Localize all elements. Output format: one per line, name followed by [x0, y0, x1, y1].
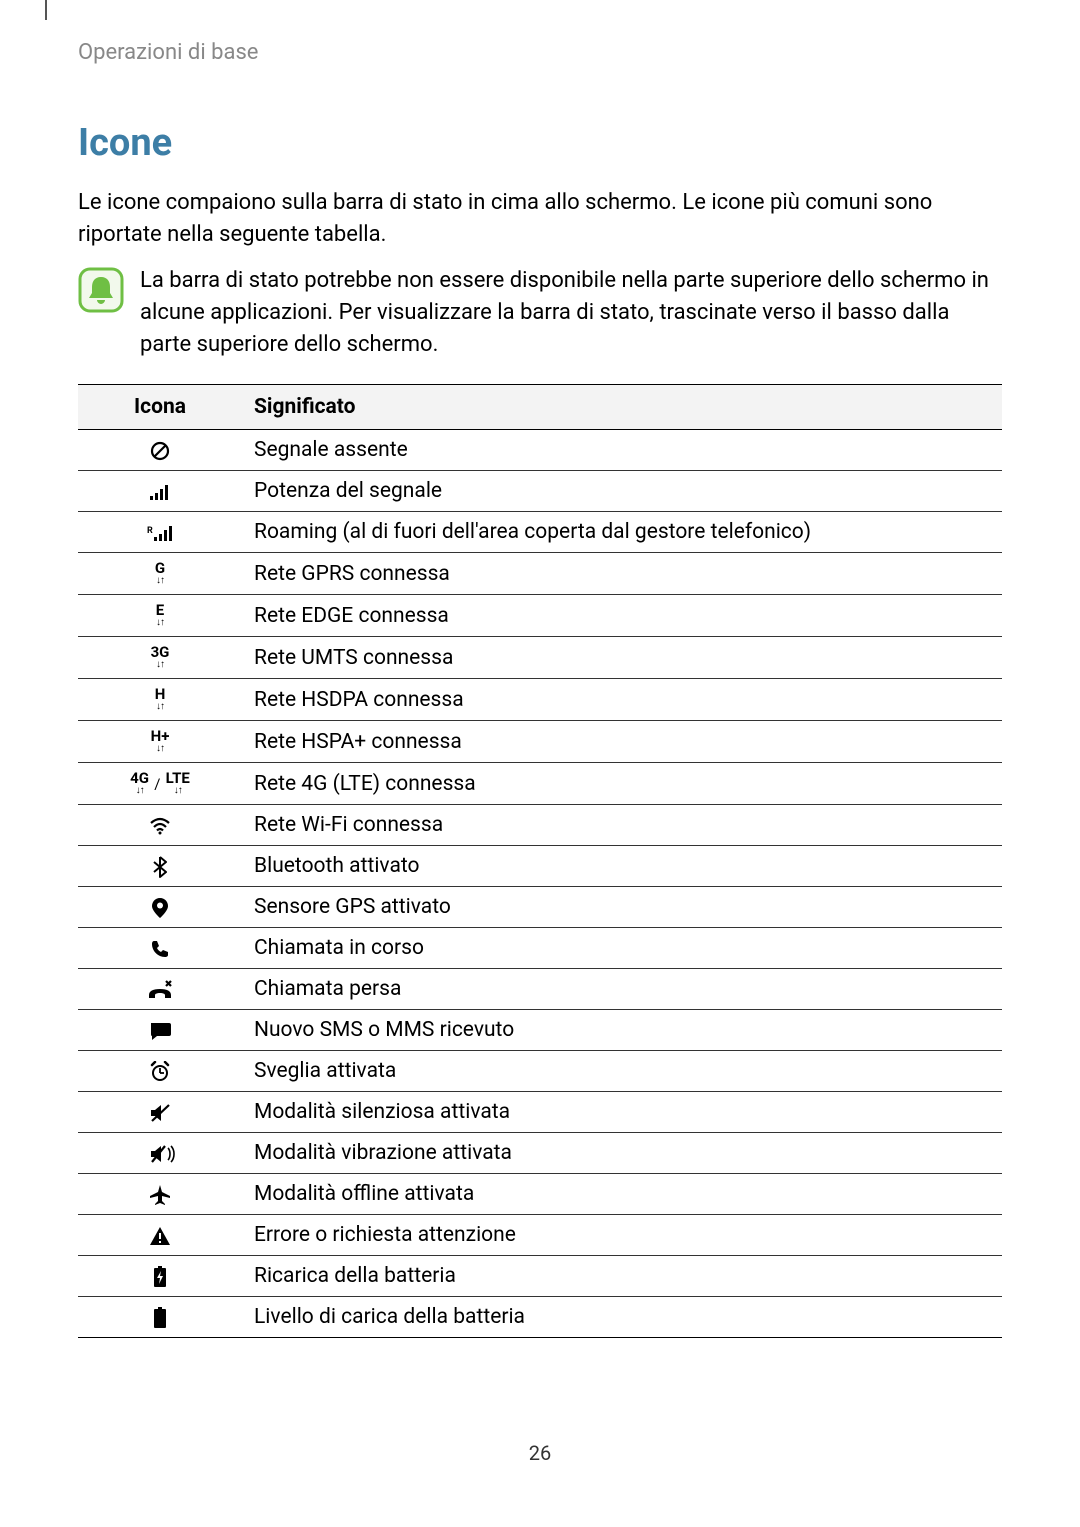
table-row: Sensore GPS attivato	[78, 887, 1002, 928]
table-row: Modalità vibrazione attivata	[78, 1133, 1002, 1174]
table-row: E↓↑Rete EDGE connessa	[78, 595, 1002, 637]
gps-icon	[78, 887, 242, 928]
lte-icon: 4G↓↑ / LTE↓↑	[78, 763, 242, 805]
meaning-cell: Sensore GPS attivato	[242, 887, 1002, 928]
table-row: Bluetooth attivato	[78, 846, 1002, 887]
meaning-cell: Modalità silenziosa attivata	[242, 1092, 1002, 1133]
table-row: H+↓↑Rete HSPA+ connessa	[78, 721, 1002, 763]
meaning-cell: Sveglia attivata	[242, 1051, 1002, 1092]
section-title: Icone	[78, 121, 1002, 165]
table-row: Potenza del segnale	[78, 471, 1002, 512]
vibrate-icon	[78, 1133, 242, 1174]
meaning-cell: Rete UMTS connessa	[242, 637, 1002, 679]
table-row: G↓↑Rete GPRS connessa	[78, 553, 1002, 595]
meaning-cell: Modalità vibrazione attivata	[242, 1133, 1002, 1174]
signal-icon	[78, 471, 242, 512]
bluetooth-icon	[78, 846, 242, 887]
meaning-cell: Ricarica della batteria	[242, 1256, 1002, 1297]
note-bell-icon	[78, 267, 124, 317]
charging-icon	[78, 1256, 242, 1297]
umts-icon: 3G↓↑	[78, 637, 242, 679]
missed-call-icon	[78, 969, 242, 1010]
meaning-cell: Rete HSPA+ connessa	[242, 721, 1002, 763]
meaning-cell: Rete Wi-Fi connessa	[242, 805, 1002, 846]
table-row: H↓↑Rete HSDPA connessa	[78, 679, 1002, 721]
table-row: Rete Wi-Fi connessa	[78, 805, 1002, 846]
edge-icon: E↓↑	[78, 595, 242, 637]
table-row: Chiamata in corso	[78, 928, 1002, 969]
warning-icon	[78, 1215, 242, 1256]
table-row: Ricarica della batteria	[78, 1256, 1002, 1297]
silent-icon	[78, 1092, 242, 1133]
meaning-cell: Rete EDGE connessa	[242, 595, 1002, 637]
table-row: Chiamata persa	[78, 969, 1002, 1010]
column-header-icon: Icona	[78, 385, 242, 430]
meaning-cell: Chiamata persa	[242, 969, 1002, 1010]
table-row: R Roaming (al di fuori dell'area coperta …	[78, 512, 1002, 553]
table-row: Errore o richiesta attenzione	[78, 1215, 1002, 1256]
roaming-icon: R	[78, 512, 242, 553]
no-signal-icon	[78, 430, 242, 471]
meaning-cell: Potenza del segnale	[242, 471, 1002, 512]
gprs-icon: G↓↑	[78, 553, 242, 595]
meaning-cell: Modalità offline attivata	[242, 1174, 1002, 1215]
table-row: Nuovo SMS o MMS ricevuto	[78, 1010, 1002, 1051]
meaning-cell: Segnale assente	[242, 430, 1002, 471]
call-icon	[78, 928, 242, 969]
battery-icon	[78, 1297, 242, 1338]
table-row: Livello di carica della batteria	[78, 1297, 1002, 1338]
meaning-cell: Roaming (al di fuori dell'area coperta d…	[242, 512, 1002, 553]
table-row: 3G↓↑Rete UMTS connessa	[78, 637, 1002, 679]
table-row: 4G↓↑ / LTE↓↑Rete 4G (LTE) connessa	[78, 763, 1002, 805]
meaning-cell: Chiamata in corso	[242, 928, 1002, 969]
table-row: Modalità silenziosa attivata	[78, 1092, 1002, 1133]
meaning-cell: Rete HSDPA connessa	[242, 679, 1002, 721]
note-box: La barra di stato potrebbe non essere di…	[78, 265, 1002, 361]
column-header-meaning: Significato	[242, 385, 1002, 430]
icons-table: Icona Significato Segnale assentePotenza…	[78, 384, 1002, 1338]
meaning-cell: Rete 4G (LTE) connessa	[242, 763, 1002, 805]
breadcrumb: Operazioni di base	[78, 40, 1002, 65]
intro-text: Le icone compaiono sulla barra di stato …	[78, 187, 1002, 251]
note-text: La barra di stato potrebbe non essere di…	[140, 265, 1002, 361]
svg-text:R: R	[147, 526, 153, 536]
meaning-cell: Livello di carica della batteria	[242, 1297, 1002, 1338]
meaning-cell: Rete GPRS connessa	[242, 553, 1002, 595]
hsdpa-icon: H↓↑	[78, 679, 242, 721]
meaning-cell: Bluetooth attivato	[242, 846, 1002, 887]
meaning-cell: Nuovo SMS o MMS ricevuto	[242, 1010, 1002, 1051]
sms-icon	[78, 1010, 242, 1051]
wifi-icon	[78, 805, 242, 846]
table-row: Sveglia attivata	[78, 1051, 1002, 1092]
page-number: 26	[0, 1441, 1080, 1465]
table-row: Modalità offline attivata	[78, 1174, 1002, 1215]
airplane-icon	[78, 1174, 242, 1215]
hspa-icon: H+↓↑	[78, 721, 242, 763]
meaning-cell: Errore o richiesta attenzione	[242, 1215, 1002, 1256]
table-row: Segnale assente	[78, 430, 1002, 471]
alarm-icon	[78, 1051, 242, 1092]
